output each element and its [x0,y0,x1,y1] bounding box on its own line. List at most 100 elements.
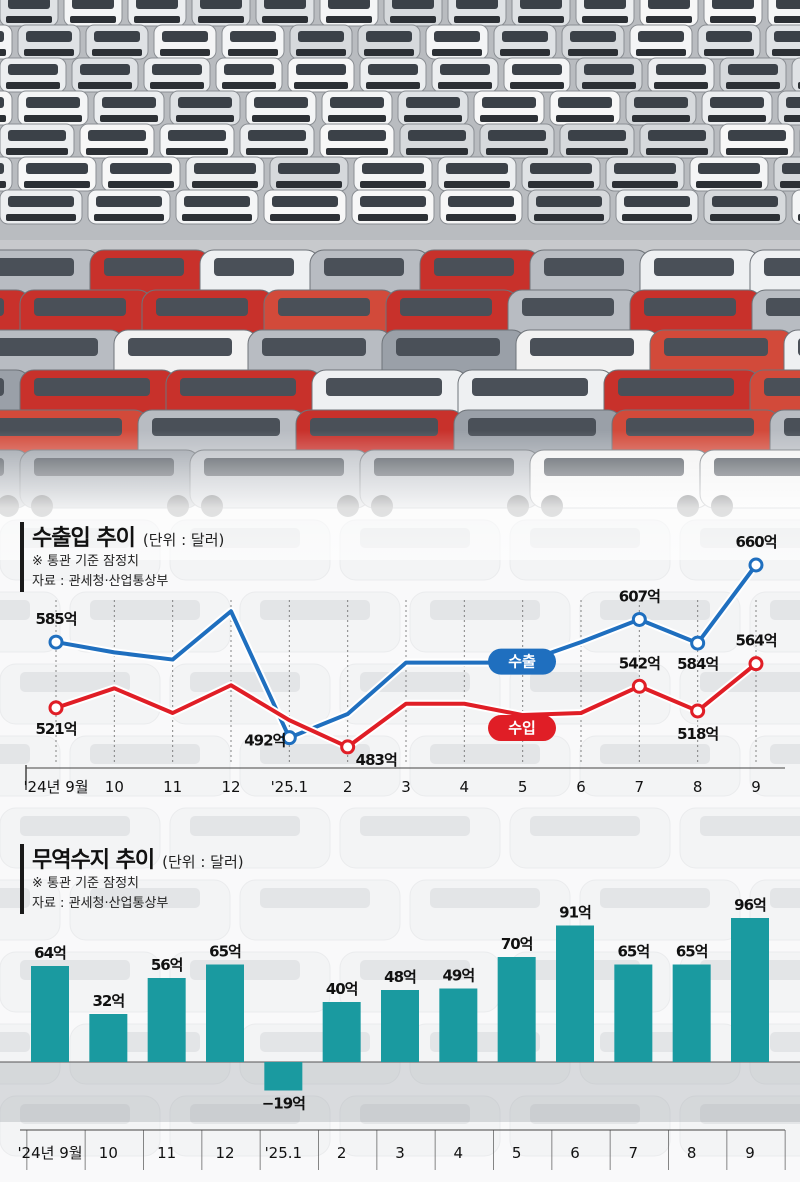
balance-value-label: 91억 [559,904,591,922]
car-windshield [168,130,226,141]
car-windshield [0,97,4,108]
car-grille [510,82,564,89]
trade-chart-note: ※ 통관 기준 잠정치 [32,554,140,569]
car-grille [454,16,500,23]
car-windshield [328,0,370,9]
car-windshield [656,64,706,75]
car-window [0,298,4,316]
car-grille [94,214,164,221]
car-windshield [570,31,616,42]
balance-x-tick-label: 9 [745,1144,755,1162]
car-window [156,298,248,316]
car-window [764,378,800,396]
car-grille [6,16,52,23]
trade-x-tick-label: 10 [105,778,124,796]
export-value-label: 607억 [619,587,660,605]
car-grille [134,16,180,23]
balance-bar [31,966,69,1062]
car-window [400,298,492,316]
car-grille [622,214,692,221]
car-windshield [254,97,308,108]
car-grille [480,115,538,122]
balance-bar [264,1062,303,1091]
car-grille [438,82,492,89]
car-grille [726,82,780,89]
balance-bar [89,1014,128,1062]
car-grille [710,214,780,221]
car-windshield [456,0,498,9]
car-window [764,258,800,276]
car-window [530,338,634,356]
car-windshield [558,97,612,108]
car-windshield [624,196,690,207]
balance-value-label: 32억 [92,992,124,1010]
car-grille [150,82,204,89]
car-window [0,338,98,356]
car-grille [404,115,462,122]
balance-bar [556,925,594,1062]
trade-chart-header: 수출입 추이 (단위 : 달러) ※ 통관 기준 잠정치 자료 : 관세청·산업… [20,520,224,592]
car-grille [708,115,766,122]
car-window [766,298,800,316]
car-window [278,298,370,316]
balance-x-tick-label: 2 [337,1144,347,1162]
car-grille [108,181,174,188]
car-windshield [728,130,786,141]
car-windshield [26,97,80,108]
car-grille [262,16,308,23]
car-grille [568,49,618,56]
car-windshield [782,163,800,174]
car-windshield [392,0,434,9]
car-window [34,378,150,396]
car-shape [791,189,800,225]
balance-value-label: 96억 [734,896,766,914]
balance-x-tick-label: 4 [454,1144,464,1162]
balance-value-label: 48억 [384,968,416,986]
car-grille [534,214,604,221]
balance-value-label: 65억 [676,943,708,961]
car-windshield [638,31,684,42]
trade-x-tick-label: 3 [401,778,411,796]
car-window [214,258,294,276]
export-point [748,557,764,573]
car-window [522,298,614,316]
car-windshield [184,196,250,207]
car-windshield [368,64,418,75]
car-windshield [584,64,634,75]
export-legend-label: 수출 [508,653,536,671]
car-grille [784,115,800,122]
car-grille [582,16,628,23]
car-window [128,338,232,356]
car-grille [774,16,800,23]
car-grille [772,49,800,56]
car-windshield [440,64,490,75]
car-grille [182,214,252,221]
car-grille [704,49,754,56]
car-grille [654,82,708,89]
balance-bar [381,990,419,1062]
car-windshield [648,0,690,9]
car-windshield [710,97,764,108]
car-windshield [448,196,514,207]
car-windshield [8,0,50,9]
trade-x-tick-label: '25.1 [271,778,309,796]
balance-value-label: −19억 [262,1095,305,1113]
car-windshield [264,0,306,9]
car-windshield [194,163,256,174]
car-grille [358,214,428,221]
car-grille [78,82,132,89]
import-value-label: 483억 [356,751,397,769]
car-window [654,258,734,276]
trade-chart-unit: (단위 : 달러) [142,531,225,549]
balance-x-tick-label: 8 [687,1144,697,1162]
car-grille [86,148,148,155]
car-grille [406,148,468,155]
balance-chart-title: 무역수지 추이 [32,848,155,873]
car-window [644,298,736,316]
car-windshield [408,130,466,141]
car-windshield [152,64,202,75]
car-windshield [330,97,384,108]
balance-x-tick-label: 6 [570,1144,580,1162]
car-grille [612,181,678,188]
